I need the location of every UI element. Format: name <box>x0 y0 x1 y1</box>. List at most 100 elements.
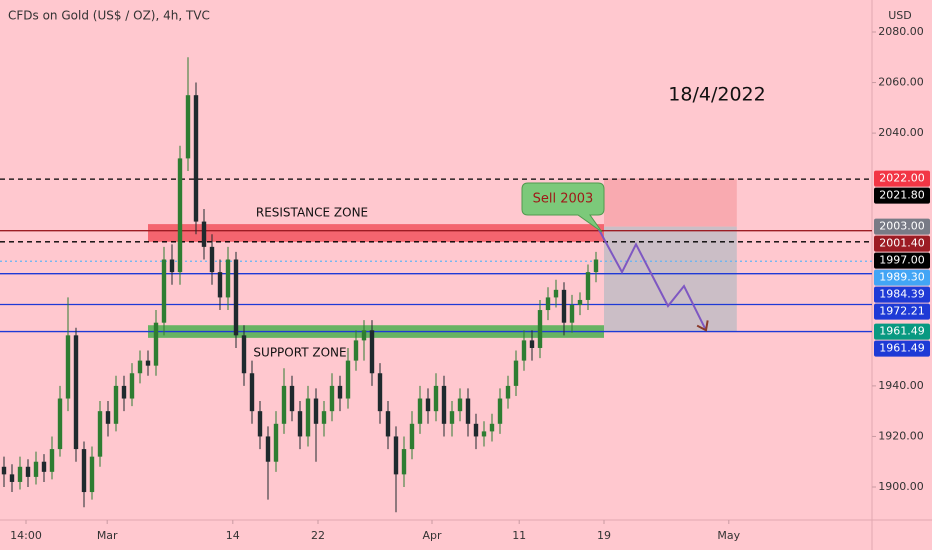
candle-body <box>97 411 103 457</box>
y-tick-label: 1940.00 <box>878 379 924 392</box>
candle-body <box>137 360 143 374</box>
candle-body <box>321 411 327 424</box>
forecast-arrow <box>696 320 709 332</box>
price-tag <box>874 252 930 269</box>
candle-body <box>225 259 231 298</box>
candle-body <box>169 259 175 273</box>
price-tag <box>874 187 930 204</box>
zone-label: SUPPORT ZONE <box>253 345 346 359</box>
price-tag <box>874 235 930 252</box>
candle-body <box>73 335 79 450</box>
candle-body <box>593 259 599 273</box>
price-tag-label: 1972.21 <box>879 305 925 318</box>
candle-body <box>297 411 303 437</box>
y-tick-label: 2040.00 <box>878 126 924 139</box>
candle-body <box>401 449 407 475</box>
candle-body <box>337 385 343 399</box>
price-tag-label: 1961.49 <box>879 325 925 338</box>
candle-body <box>257 411 263 437</box>
candle-body <box>161 259 167 323</box>
candle-body <box>89 456 95 493</box>
y-tick-label: 1920.00 <box>878 429 924 442</box>
candle-body <box>273 423 279 462</box>
candle-body <box>553 289 559 298</box>
candle-body <box>361 330 367 341</box>
candle-body <box>9 474 15 482</box>
candle-body <box>521 340 527 361</box>
callout-box <box>521 182 605 233</box>
candle-body <box>57 398 63 450</box>
candle-body <box>201 221 207 247</box>
x-tick-label: 11 <box>512 529 526 542</box>
target-zone <box>604 226 737 332</box>
candle-body <box>585 272 591 300</box>
candle-body <box>377 373 383 412</box>
y-tick-label: 2080.00 <box>878 25 924 38</box>
candle-body <box>545 297 551 311</box>
candle-body <box>505 385 511 399</box>
price-tag-label: 1997.00 <box>879 254 925 267</box>
x-tick-label: 14:00 <box>10 529 42 542</box>
candle-body <box>65 335 71 399</box>
forecast-path <box>597 227 707 331</box>
stop-zone <box>604 178 737 227</box>
candle-body <box>41 461 47 472</box>
price-tag <box>874 269 930 286</box>
candle-body <box>393 436 399 475</box>
candle-body <box>537 310 543 348</box>
candle-body <box>209 246 215 273</box>
date-annotation: 18/4/2022 <box>668 84 765 106</box>
price-tag <box>874 218 930 235</box>
x-tick-label: 14 <box>226 529 240 542</box>
zone <box>148 224 604 242</box>
candle-body <box>17 466 23 482</box>
candle-body <box>449 411 455 424</box>
callout: Sell 2003 <box>521 182 605 233</box>
price-tag-label: 1961.49 <box>879 342 925 355</box>
candle-body <box>281 385 287 424</box>
candle-body <box>113 385 119 424</box>
candle-body <box>289 385 295 412</box>
price-tag <box>874 323 930 340</box>
candle-body <box>241 335 247 374</box>
price-tag <box>874 286 930 303</box>
candle-body <box>305 398 311 437</box>
candle-body <box>441 385 447 424</box>
plot: 2080.00 2060.00 2040.00 1940.00 1920.00 1900.… <box>0 25 930 542</box>
candle-body <box>433 385 439 412</box>
candle-body <box>177 158 183 273</box>
x-tick-label: 22 <box>311 529 325 542</box>
callout-text: Sell 2003 <box>533 192 594 207</box>
candle-body <box>497 398 503 424</box>
candle-body <box>193 95 199 222</box>
y-tick-label: 2060.00 <box>878 76 924 89</box>
candle-body <box>577 299 583 305</box>
candle-body <box>129 373 135 399</box>
candle-body <box>481 431 487 437</box>
candle-body <box>529 340 535 348</box>
candle-body <box>465 398 471 424</box>
candle-body <box>569 305 575 323</box>
candle-body <box>249 373 255 412</box>
price-tag-label: 2003.00 <box>879 220 925 233</box>
candle-body <box>265 436 271 462</box>
candle-body <box>409 423 415 450</box>
candle-body <box>185 95 191 159</box>
candle-body <box>345 360 351 399</box>
candle-body <box>353 340 359 361</box>
candle-body <box>33 461 39 477</box>
price-tag <box>874 170 930 187</box>
price-tag-label: 1984.39 <box>879 288 925 301</box>
candle-body <box>457 398 463 412</box>
candle-body <box>313 398 319 424</box>
currency-label: USD <box>888 9 912 22</box>
price-tag-label: 2021.80 <box>879 189 925 202</box>
chart-title: CFDs on Gold (US$ / OZ), 4h, TVC <box>8 9 210 23</box>
candle-body <box>417 398 423 424</box>
candle-body <box>513 360 519 386</box>
candle-body <box>425 398 431 412</box>
price-tag <box>874 303 930 320</box>
candle-body <box>121 385 127 399</box>
